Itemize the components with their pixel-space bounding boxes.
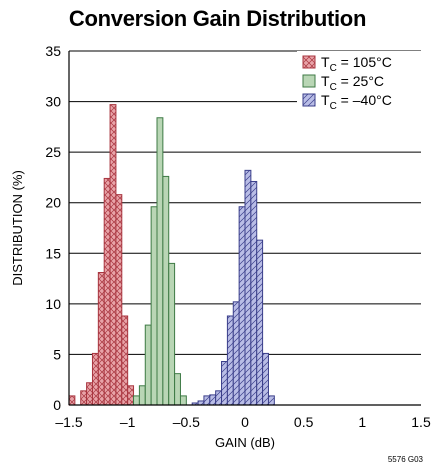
legend-swatch-hatch-0: [303, 56, 315, 68]
bar-hatch-series-0-8: [121, 315, 128, 405]
bar-hatch-series-2-8: [239, 206, 245, 405]
legend-label-1: TC = 25°C: [321, 73, 384, 93]
bar-series-1-1: [139, 385, 146, 405]
bar-series-1-3: [151, 206, 157, 405]
bar-hatch-series-2-10: [250, 181, 257, 405]
y-tick-label: 25: [45, 144, 61, 160]
y-tick-label: 20: [45, 195, 61, 211]
x-axis-label: GAIN (dB): [215, 435, 275, 450]
bar-series-1-7: [174, 373, 181, 405]
bar-hatch-series-0-9: [127, 385, 134, 405]
y-tick-label: 30: [45, 94, 61, 110]
bar-hatch-series-2-5: [221, 361, 228, 405]
x-tick-label: 1.5: [411, 414, 431, 430]
y-tick-label: 0: [53, 397, 61, 413]
bar-hatch-series-0-3: [92, 353, 99, 405]
x-tick-label: –0.5: [173, 414, 200, 430]
legend: TC = 105°CTC = 25°CTC = –40°C: [297, 51, 421, 112]
bar-hatch-series-0-6: [110, 104, 116, 405]
bar-hatch-series-2-1: [198, 400, 204, 405]
legend-swatch-1: [303, 75, 315, 87]
legend-background: [297, 51, 421, 112]
y-tick-label: 5: [53, 346, 61, 362]
bar-hatch-series-2-7: [233, 301, 240, 405]
bar-hatch-series-0-4: [98, 272, 105, 405]
bar-hatch-series-2-2: [203, 395, 210, 405]
legend-swatch-outline-0: [302, 55, 316, 69]
bar-series-1-4: [157, 117, 163, 406]
bar-hatch-series-0-7: [115, 194, 122, 405]
bar-hatch-series-2-3: [209, 394, 216, 405]
legend-swatch-outline-2: [302, 93, 316, 107]
bars-layer: [68, 104, 275, 406]
tick-labels: 0 5 10 15 20 25 30 35 –1.5 –1 –0.5 0 0.5 1 1.5: [45, 43, 431, 430]
bar-hatch-series-2-13: [268, 395, 275, 405]
x-tick-label: 1: [358, 414, 366, 430]
y-tick-label: 10: [45, 296, 61, 312]
bar-hatch-series-0-1: [80, 390, 87, 405]
bar-hatch-series-0-5: [104, 178, 111, 405]
x-tick-label: 0.5: [294, 414, 314, 430]
bar-series-1-2: [145, 325, 152, 405]
bar-hatch-series-2-0: [192, 402, 199, 405]
bar-hatch-series-2-9: [245, 170, 251, 405]
bar-hatch-series-2-11: [256, 240, 263, 405]
x-tick-label: –1: [120, 414, 136, 430]
legend-swatch-outline-1: [302, 74, 316, 88]
bar-series-1-6: [168, 263, 175, 405]
chart-title: Conversion Gain Distribution: [68, 6, 367, 31]
bar-series-1-8: [180, 395, 187, 405]
bar-hatch-series-0-0: [69, 395, 75, 405]
bar-hatch-series-2-6: [227, 315, 234, 405]
bar-hatch-series-2-12: [262, 353, 269, 405]
bar-series-1-0: [133, 395, 140, 405]
legend-swatch-hatch-2: [303, 94, 315, 106]
x-tick-label: 0: [241, 414, 249, 430]
x-tick-label: –1.5: [55, 414, 82, 430]
bar-hatch-series-0-2: [86, 382, 93, 405]
y-tick-label: 15: [45, 245, 61, 261]
axes: [68, 51, 421, 406]
legend-label-2: TC = –40°C: [321, 92, 392, 112]
bar-hatch-series-2-4: [215, 390, 222, 405]
bar-series-1-5: [162, 176, 169, 405]
y-axis-label: DISTRIBUTION (%): [10, 170, 25, 286]
figure-code: 5576 G03: [387, 455, 423, 464]
y-tick-label: 35: [45, 43, 61, 59]
legend-label-0: TC = 105°C: [321, 54, 392, 74]
